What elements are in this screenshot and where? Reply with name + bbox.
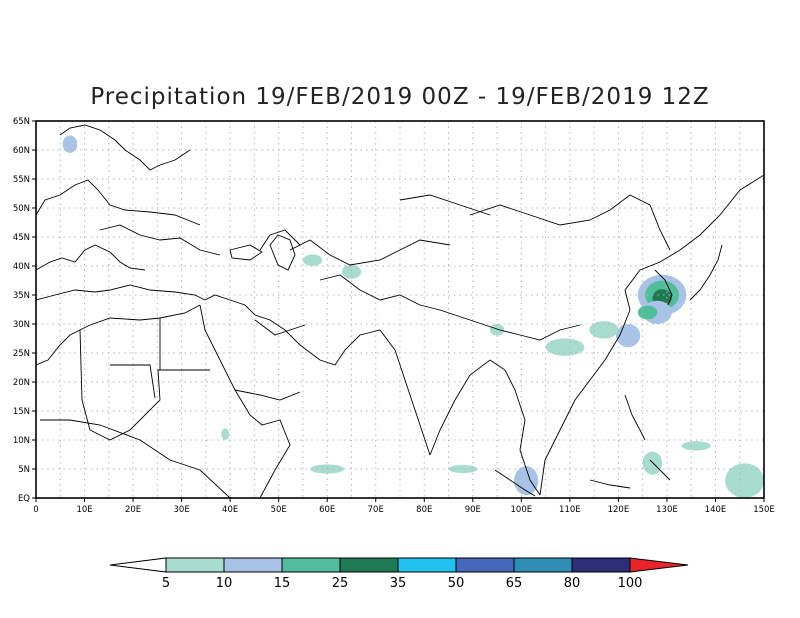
colorbar: 5 10 15 25 35 50 65 80 100: [109, 557, 689, 591]
lon-tick-label: 50E: [271, 505, 287, 515]
precip-area: [545, 338, 585, 356]
lon-tick-label: 0: [33, 505, 38, 515]
colorbar-high-arrow: [629, 557, 689, 573]
precip-area: [221, 428, 230, 441]
lon-tick-label: 60E: [319, 505, 335, 515]
precip-area: [62, 135, 78, 153]
precip-area: [302, 254, 323, 266]
lon-tick-label: 10E: [76, 505, 92, 515]
colorbar-label: 25: [332, 576, 349, 591]
colorbar-box: [455, 557, 515, 573]
lat-tick-label: 65N: [13, 117, 30, 127]
lon-tick-label: 100E: [511, 505, 533, 515]
colorbar-box: [397, 557, 457, 573]
coastlines-and-borders: [36, 124, 764, 498]
lat-tick-label: 5N: [18, 465, 30, 475]
colorbar-label: 65: [506, 576, 523, 591]
colorbar-box: [223, 557, 283, 573]
map-title: Precipitation 19/FEB/2019 00Z - 19/FEB/2…: [90, 84, 710, 110]
colorbar-box: [281, 557, 341, 573]
lat-tick-label: 40N: [13, 262, 30, 272]
precip-area: [725, 463, 764, 498]
lat-tick-label: 45N: [13, 233, 30, 243]
lon-tick-label: 80E: [416, 505, 432, 515]
lon-tick-label: 40E: [222, 505, 238, 515]
lon-tick-label: 20E: [125, 505, 141, 515]
precip-area: [589, 321, 619, 339]
colorbar-label: 100: [618, 576, 643, 591]
lat-tick-label: 60N: [13, 146, 30, 156]
precip-area: [341, 264, 362, 279]
colorbar-label: 15: [274, 576, 291, 591]
colorbar-label: 10: [216, 576, 233, 591]
colorbar-label: 35: [390, 576, 407, 591]
colorbar-label: 80: [564, 576, 581, 591]
precip-area: [642, 451, 663, 475]
lon-tick-label: 120E: [608, 505, 630, 515]
plot-frame: [35, 120, 765, 499]
lat-tick-label: 35N: [13, 291, 30, 301]
colorbar-low-arrow: [109, 557, 167, 573]
lon-tick-label: 30E: [174, 505, 190, 515]
lon-tick-label: 150E: [753, 505, 775, 515]
precip-area: [514, 466, 539, 496]
lat-tick-label: 15N: [13, 407, 30, 417]
lat-tick-label: 50N: [13, 204, 30, 214]
lat-tick-label: EQ: [18, 494, 30, 504]
lat-tick-label: 10N: [13, 436, 30, 446]
lon-tick-label: 110E: [559, 505, 581, 515]
lat-tick-label: 30N: [13, 320, 30, 330]
lat-tick-label: 55N: [13, 175, 30, 185]
grid-lines: [36, 121, 764, 498]
precip-area: [637, 305, 658, 320]
lon-tick-label: 70E: [368, 505, 384, 515]
lat-tick-label: 20N: [13, 378, 30, 388]
colorbar-label: 50: [448, 576, 465, 591]
colorbar-box: [513, 557, 573, 573]
precip-area: [489, 324, 505, 336]
precip-area: [448, 464, 478, 474]
precipitation-map: 0 10E 20E 30E 40E 50E 60E 70E 80E 90E 100E 110E 120E…: [13, 117, 775, 515]
colorbar-box: [571, 557, 631, 573]
latitude-tick-labels: EQ 5N 10N 15N 20N 25N 30N 35N 40N 45N 50N 55N 60N 65N: [13, 117, 36, 504]
colorbar-label: 5: [162, 576, 170, 591]
longitude-tick-labels: 0 10E 20E 30E 40E 50E 60E 70E 80E 90E 100E 110E 120E…: [33, 498, 775, 515]
lon-tick-label: 130E: [656, 505, 678, 515]
lon-tick-label: 90E: [465, 505, 481, 515]
precip-area: [681, 441, 711, 451]
colorbar-box: [165, 557, 225, 573]
lon-tick-label: 140E: [705, 505, 727, 515]
lat-tick-label: 25N: [13, 349, 30, 359]
colorbar-box: [339, 557, 399, 573]
